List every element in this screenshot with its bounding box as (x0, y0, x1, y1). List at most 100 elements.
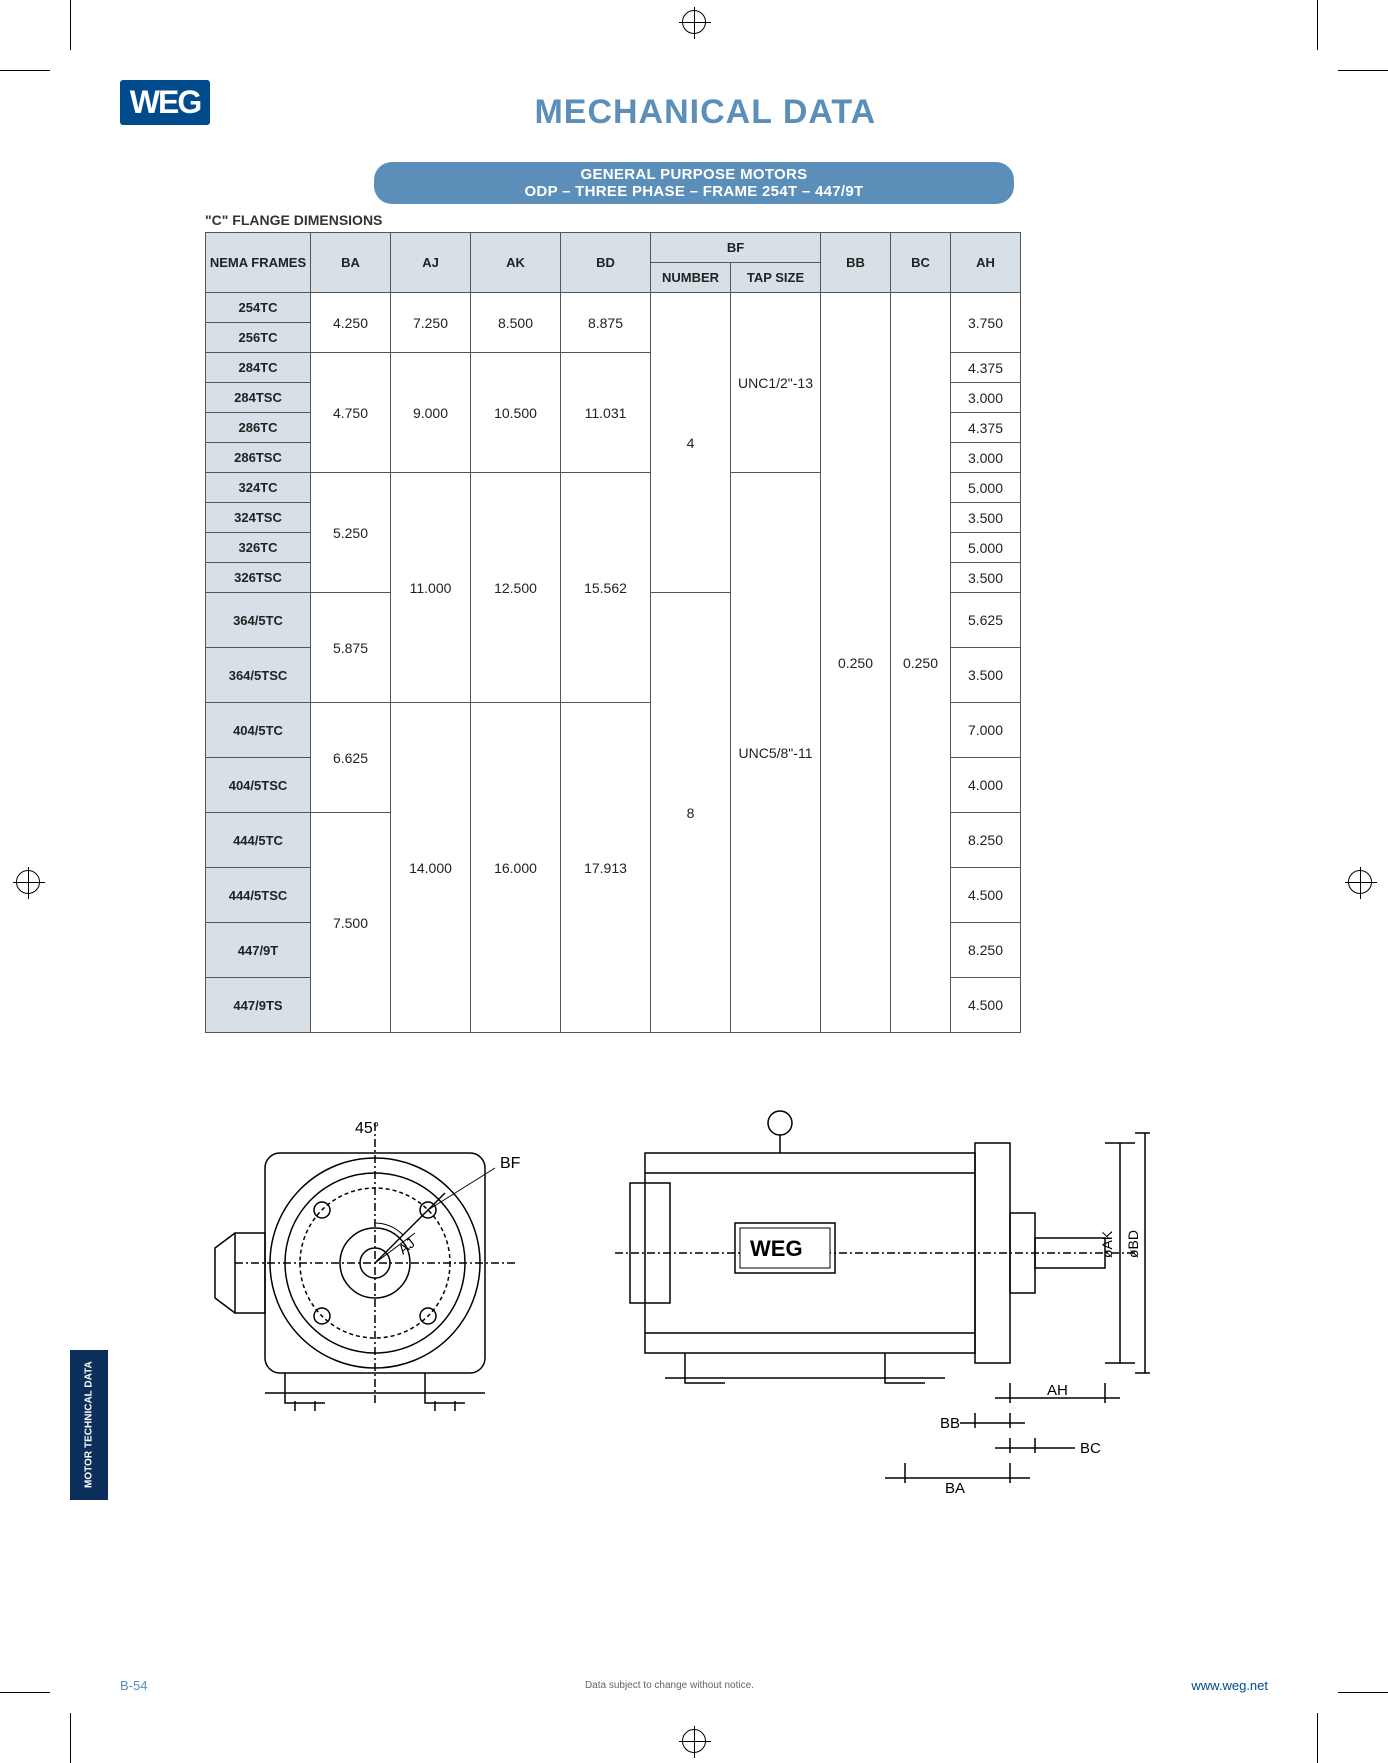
table-subtitle: "C" FLANGE DIMENSIONS (205, 212, 1268, 228)
th-aj: AJ (391, 233, 471, 293)
crop-mark (0, 70, 50, 71)
crop-mark (1338, 1692, 1388, 1693)
label-ak: øAK (1099, 1230, 1115, 1258)
th-bd: BD (561, 233, 651, 293)
frame-cell: 447/9T (206, 923, 311, 978)
frame-cell: 256TC (206, 323, 311, 353)
page-number: B-54 (120, 1678, 147, 1693)
footer-disclaimer: Data subject to change without notice. (585, 1680, 754, 1691)
ah-cell: 4.375 (951, 353, 1021, 383)
frame-cell: 326TSC (206, 563, 311, 593)
th-bb: BB (821, 233, 891, 293)
label-aj: AJ (395, 1235, 418, 1258)
banner-line1: GENERAL PURPOSE MOTORS (374, 166, 1014, 183)
frame-cell: 364/5TC (206, 593, 311, 648)
ba-cell: 4.250 (311, 293, 391, 353)
frame-cell: 326TC (206, 533, 311, 563)
technical-drawings: 45° BF AJ (185, 1083, 1268, 1513)
frame-cell: 324TC (206, 473, 311, 503)
label-bc: BC (1080, 1440, 1101, 1457)
aj-cell: 7.250 (391, 293, 471, 353)
ah-cell: 4.375 (951, 413, 1021, 443)
frame-cell: 284TSC (206, 383, 311, 413)
frame-cell: 254TC (206, 293, 311, 323)
ah-cell: 5.000 (951, 533, 1021, 563)
side-tab: MOTOR TECHNICAL DATA (70, 1350, 108, 1500)
registration-mark (682, 1729, 706, 1753)
th-ah: AH (951, 233, 1021, 293)
dimensions-table: NEMA FRAMES BA AJ AK BD BF BB BC AH NUMB… (205, 232, 1021, 1033)
frame-cell: 444/5TSC (206, 868, 311, 923)
bf-tap-cell: UNC1/2"-13 (731, 293, 821, 473)
ak-cell: 10.500 (471, 353, 561, 473)
th-bf-number: NUMBER (651, 263, 731, 293)
ah-cell: 8.250 (951, 813, 1021, 868)
bf-number-cell: 4 (651, 293, 731, 593)
ah-cell: 3.750 (951, 293, 1021, 353)
label-ah: AH (1047, 1382, 1068, 1399)
th-ak: AK (471, 233, 561, 293)
drawing-front-view: 45° BF AJ (185, 1083, 545, 1513)
frame-cell: 324TSC (206, 503, 311, 533)
label-ba: BA (945, 1480, 965, 1497)
frame-cell: 286TC (206, 413, 311, 443)
bf-tap-cell: UNC5/8"-11 (731, 473, 821, 1033)
ah-cell: 4.500 (951, 978, 1021, 1033)
crop-mark (70, 0, 71, 50)
ah-cell: 3.500 (951, 563, 1021, 593)
ba-cell: 5.250 (311, 473, 391, 593)
aj-cell: 11.000 (391, 473, 471, 703)
label-bd: øBD (1125, 1230, 1141, 1258)
frame-cell: 284TC (206, 353, 311, 383)
aj-cell: 9.000 (391, 353, 471, 473)
th-frames: NEMA FRAMES (206, 233, 311, 293)
ah-cell: 3.500 (951, 503, 1021, 533)
footer-url: www.weg.net (1191, 1678, 1268, 1693)
crop-mark (0, 1692, 50, 1693)
frame-cell: 364/5TSC (206, 648, 311, 703)
frame-cell: 404/5TC (206, 703, 311, 758)
th-bf-tapsize: TAP SIZE (731, 263, 821, 293)
weg-logo: WEG (120, 80, 210, 125)
crop-mark (1317, 0, 1318, 50)
page-title: MECHANICAL DATA (534, 93, 876, 132)
section-banner: GENERAL PURPOSE MOTORS ODP – THREE PHASE… (374, 162, 1014, 204)
ah-cell: 5.000 (951, 473, 1021, 503)
ah-cell: 7.000 (951, 703, 1021, 758)
crop-mark (70, 1713, 71, 1763)
bb-cell: 0.250 (821, 293, 891, 1033)
label-45: 45° (355, 1120, 379, 1137)
banner-line2: ODP – THREE PHASE – FRAME 254T – 447/9T (374, 183, 1014, 200)
ah-cell: 3.000 (951, 443, 1021, 473)
ah-cell: 4.500 (951, 868, 1021, 923)
aj-cell: 14.000 (391, 703, 471, 1033)
side-tab-line1: MOTOR (83, 1451, 96, 1488)
th-bf: BF (651, 233, 821, 263)
registration-mark (1348, 870, 1372, 894)
th-bc: BC (891, 233, 951, 293)
label-bb: BB (940, 1415, 960, 1432)
ah-cell: 3.000 (951, 383, 1021, 413)
crop-mark (1338, 70, 1388, 71)
ba-cell: 7.500 (311, 813, 391, 1033)
ak-cell: 16.000 (471, 703, 561, 1033)
bd-cell: 15.562 (561, 473, 651, 703)
th-ba: BA (311, 233, 391, 293)
ak-cell: 12.500 (471, 473, 561, 703)
ba-cell: 5.875 (311, 593, 391, 703)
ah-cell: 3.500 (951, 648, 1021, 703)
registration-mark (682, 10, 706, 34)
page-footer: B-54 Data subject to change without noti… (120, 1678, 1268, 1693)
label-bf: BF (500, 1155, 521, 1172)
frame-cell: 404/5TSC (206, 758, 311, 813)
bd-cell: 11.031 (561, 353, 651, 473)
frame-cell: 447/9TS (206, 978, 311, 1033)
page-header: WEG MECHANICAL DATA (120, 80, 1268, 132)
drawing-logo: WEG (750, 1236, 803, 1261)
bd-cell: 17.913 (561, 703, 651, 1033)
ba-cell: 6.625 (311, 703, 391, 813)
crop-mark (1317, 1713, 1318, 1763)
ak-cell: 8.500 (471, 293, 561, 353)
frame-cell: 286TSC (206, 443, 311, 473)
bf-number-cell: 8 (651, 593, 731, 1033)
